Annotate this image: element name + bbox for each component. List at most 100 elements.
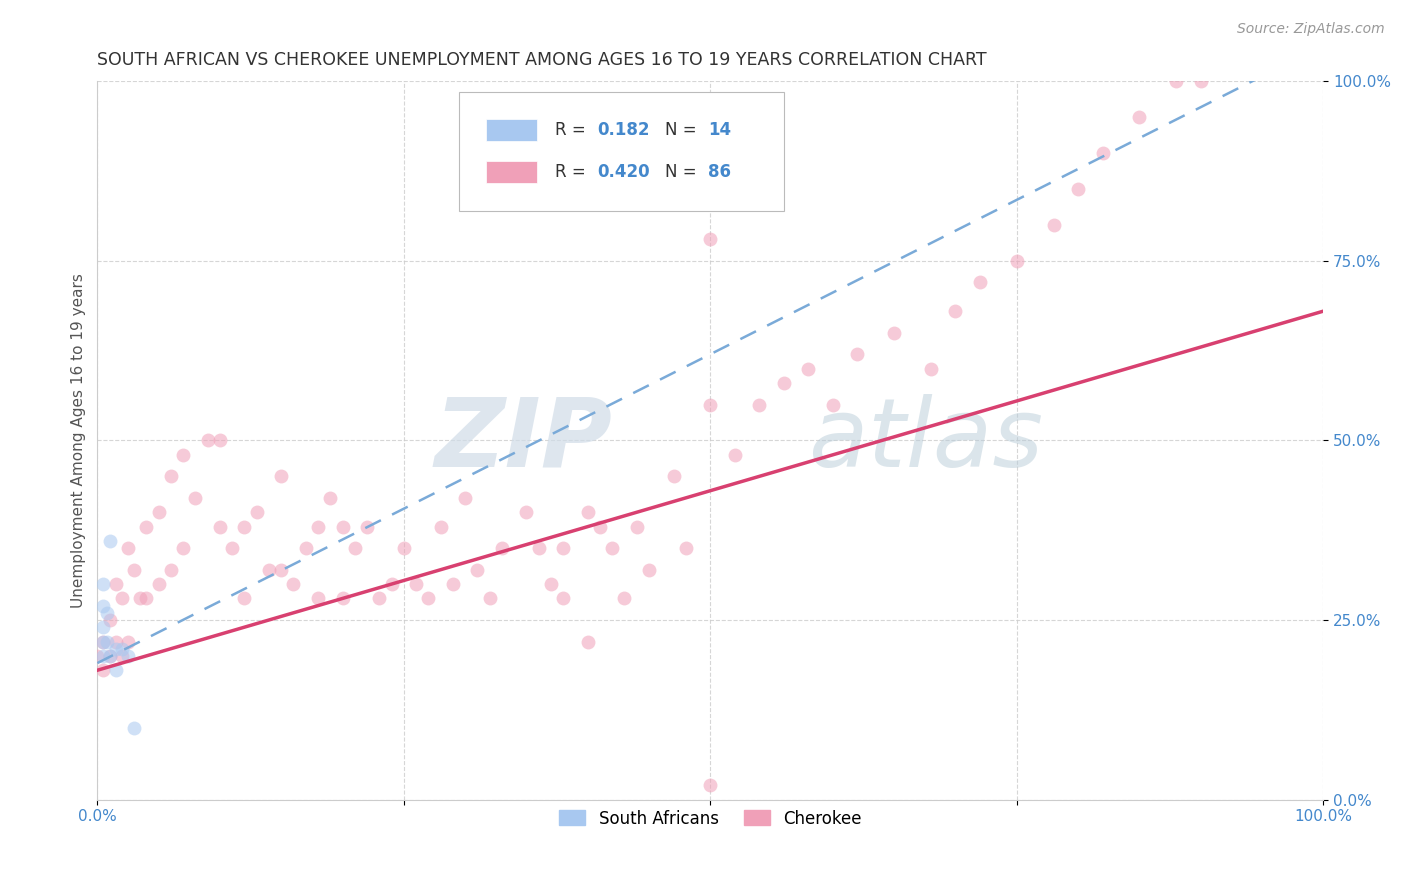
- Point: [111, 648, 134, 663]
- Text: 0.420: 0.420: [598, 163, 650, 181]
- Point: [93, 620, 115, 634]
- Point: [405, 577, 427, 591]
- Point: [418, 591, 440, 606]
- Text: Source: ZipAtlas.com: Source: ZipAtlas.com: [1237, 22, 1385, 37]
- Point: [454, 491, 477, 505]
- Point: [1166, 74, 1188, 88]
- Text: N =: N =: [665, 121, 702, 139]
- FancyBboxPatch shape: [458, 92, 785, 211]
- Point: [172, 541, 194, 556]
- Text: 0.182: 0.182: [598, 121, 650, 139]
- Point: [343, 541, 366, 556]
- Point: [270, 469, 292, 483]
- Point: [93, 648, 115, 663]
- Point: [589, 519, 612, 533]
- Legend: South Africans, Cherokee: South Africans, Cherokee: [553, 803, 869, 834]
- Point: [117, 634, 139, 648]
- Point: [233, 591, 256, 606]
- Point: [883, 326, 905, 340]
- Point: [184, 491, 207, 505]
- Point: [613, 591, 636, 606]
- Point: [356, 519, 378, 533]
- Point: [699, 778, 721, 792]
- Point: [98, 613, 121, 627]
- Point: [553, 541, 575, 556]
- Point: [283, 577, 305, 591]
- Point: [332, 591, 354, 606]
- Point: [699, 398, 721, 412]
- Point: [148, 505, 170, 519]
- Point: [515, 505, 537, 519]
- Point: [1091, 146, 1114, 161]
- Point: [1128, 110, 1150, 124]
- Point: [319, 491, 342, 505]
- Text: ZIP: ZIP: [434, 394, 612, 487]
- Point: [221, 541, 243, 556]
- Point: [467, 563, 489, 577]
- Point: [920, 361, 942, 376]
- Point: [98, 648, 121, 663]
- Point: [638, 563, 661, 577]
- Point: [135, 519, 157, 533]
- Point: [332, 519, 354, 533]
- Text: R =: R =: [554, 163, 591, 181]
- Point: [160, 563, 183, 577]
- Point: [699, 232, 721, 246]
- Point: [773, 376, 796, 390]
- Point: [945, 304, 967, 318]
- Point: [527, 541, 550, 556]
- Point: [969, 276, 991, 290]
- Point: [104, 634, 127, 648]
- Point: [381, 577, 404, 591]
- Point: [160, 469, 183, 483]
- Text: 14: 14: [707, 121, 731, 139]
- Point: [1189, 74, 1212, 88]
- Point: [307, 519, 329, 533]
- Point: [93, 634, 115, 648]
- Text: atlas: atlas: [808, 394, 1043, 487]
- Point: [675, 541, 697, 556]
- Point: [98, 648, 121, 663]
- Point: [93, 577, 115, 591]
- Point: [93, 599, 115, 613]
- Point: [104, 577, 127, 591]
- Point: [117, 541, 139, 556]
- Point: [96, 606, 118, 620]
- Point: [1005, 253, 1028, 268]
- Text: R =: R =: [554, 121, 591, 139]
- Point: [86, 648, 108, 663]
- Text: 86: 86: [707, 163, 731, 181]
- Point: [1067, 182, 1090, 196]
- Point: [294, 541, 316, 556]
- Point: [626, 519, 648, 533]
- Point: [122, 721, 145, 735]
- Point: [172, 448, 194, 462]
- Point: [233, 519, 256, 533]
- Point: [104, 663, 127, 677]
- Point: [208, 434, 231, 448]
- Point: [135, 591, 157, 606]
- Point: [1042, 218, 1064, 232]
- Text: SOUTH AFRICAN VS CHEROKEE UNEMPLOYMENT AMONG AGES 16 TO 19 YEARS CORRELATION CHA: SOUTH AFRICAN VS CHEROKEE UNEMPLOYMENT A…: [97, 51, 987, 69]
- Point: [576, 505, 599, 519]
- Point: [600, 541, 623, 556]
- Point: [257, 563, 280, 577]
- Point: [576, 634, 599, 648]
- Point: [846, 347, 869, 361]
- Point: [368, 591, 391, 606]
- Point: [96, 634, 118, 648]
- Point: [307, 591, 329, 606]
- Point: [117, 648, 139, 663]
- Point: [540, 577, 562, 591]
- Y-axis label: Unemployment Among Ages 16 to 19 years: Unemployment Among Ages 16 to 19 years: [72, 273, 86, 607]
- Point: [392, 541, 415, 556]
- Point: [98, 533, 121, 548]
- Point: [662, 469, 685, 483]
- Point: [129, 591, 152, 606]
- Point: [797, 361, 820, 376]
- Point: [553, 591, 575, 606]
- Point: [111, 591, 134, 606]
- Point: [491, 541, 513, 556]
- Point: [724, 448, 747, 462]
- Point: [111, 641, 134, 656]
